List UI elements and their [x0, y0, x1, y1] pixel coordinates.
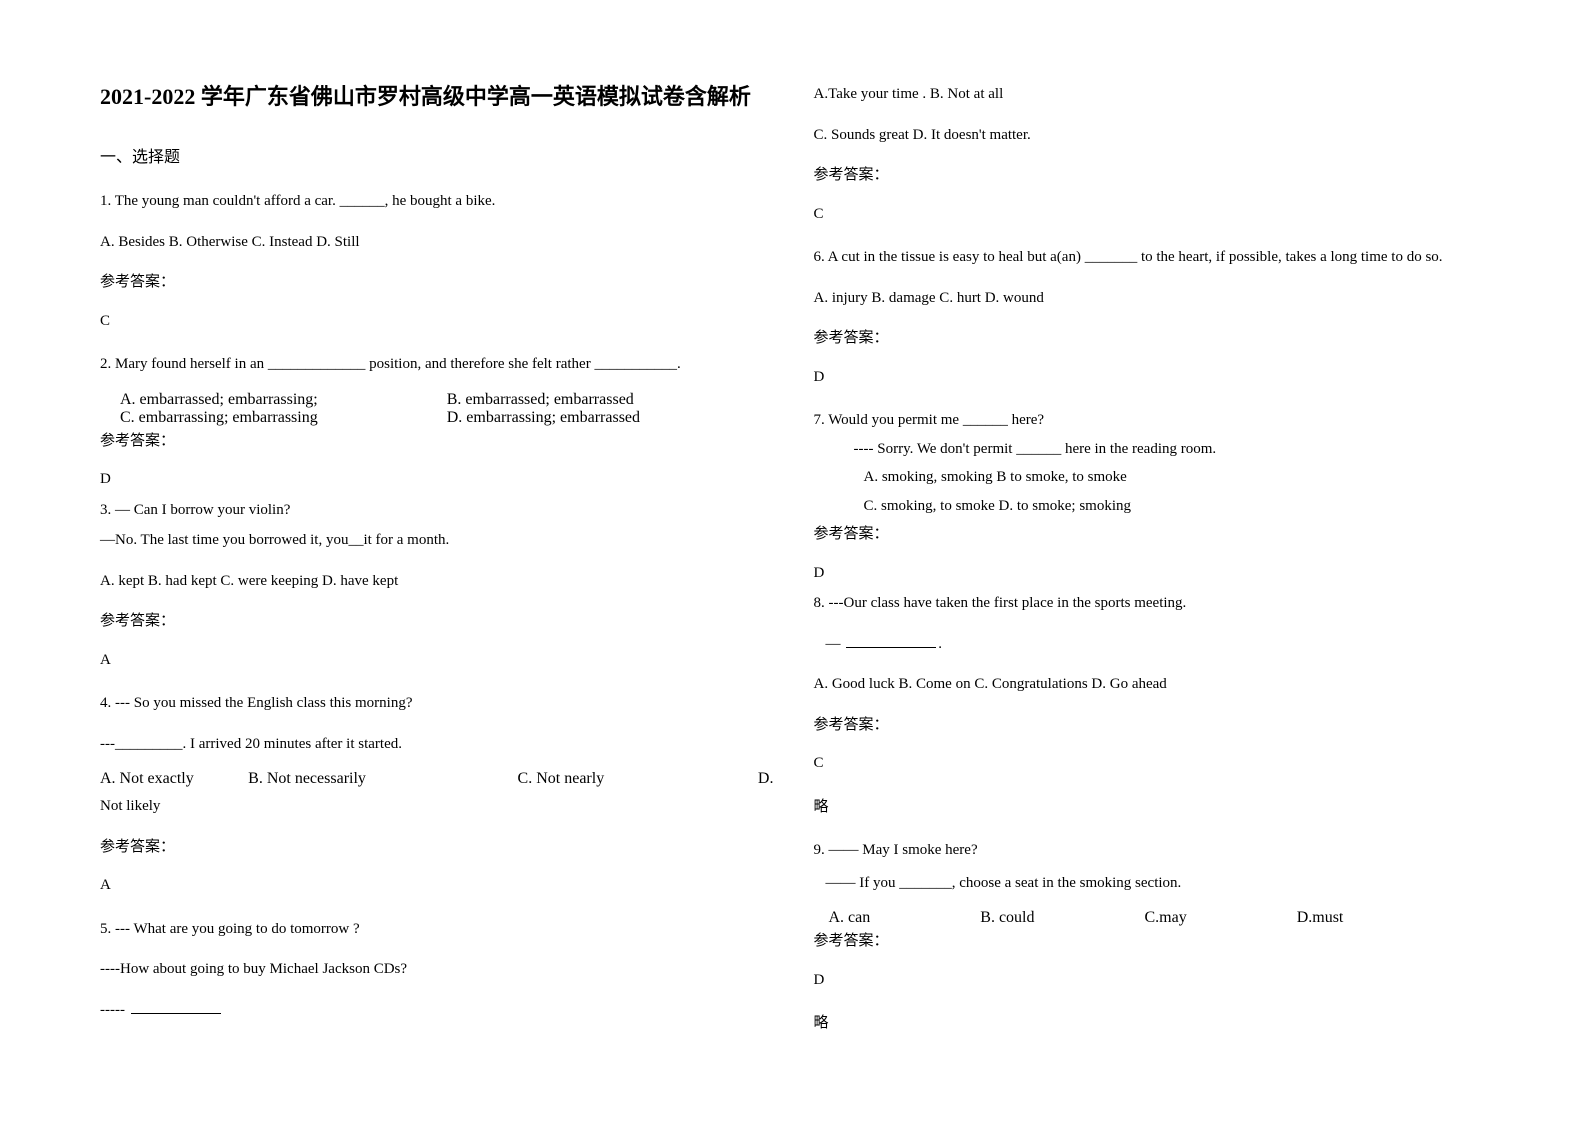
q2-opt-c: C. embarrassing; embarrassing: [120, 409, 447, 427]
answer-value-1: C: [100, 307, 774, 336]
q4-opt-d: Not likely: [100, 792, 774, 821]
q9-opt-a: A. can: [829, 909, 871, 927]
answer-label-1: 参考答案：: [100, 268, 774, 297]
question-9-line2: —— If you _______, choose a seat in the …: [814, 869, 1488, 898]
question-5-line2: ----How about going to buy Michael Jacks…: [100, 955, 774, 984]
question-1-text: 1. The young man couldn't afford a car. …: [100, 187, 774, 216]
answer-value-8: C: [814, 749, 1488, 778]
answer-value-6: D: [814, 363, 1488, 392]
document-title: 2021-2022 学年广东省佛山市罗村高级中学高一英语模拟试卷含解析: [100, 80, 774, 113]
answer-label-8: 参考答案：: [814, 711, 1488, 740]
q4-opt-b: B. Not necessarily: [248, 770, 517, 788]
q2-opt-b: B. embarrassed; embarrassed: [447, 391, 774, 409]
right-column: A.Take your time . B. Not at all C. Soun…: [814, 80, 1488, 1053]
q4-opt-a: A. Not exactly: [100, 770, 248, 788]
question-3-options: A. kept B. had kept C. were keeping D. h…: [100, 567, 774, 596]
question-2-options-row1: A. embarrassed; embarrassing; B. embarra…: [100, 391, 774, 409]
answer-label-2: 参考答案：: [100, 427, 774, 456]
answer-label-5: 参考答案：: [814, 161, 1488, 190]
answer-value-3: A: [100, 646, 774, 675]
question-3-line2: —No. The last time you borrowed it, you_…: [100, 526, 774, 555]
answer-label-7: 参考答案：: [814, 520, 1488, 549]
q4-opt-c: C. Not nearly: [518, 770, 720, 788]
section-heading: 一、选择题: [100, 143, 774, 167]
answer-value-5: C: [814, 200, 1488, 229]
question-3-line1: 3. — Can I borrow your violin?: [100, 496, 774, 525]
question-5-line3: -----: [100, 996, 774, 1025]
answer-label-3: 参考答案：: [100, 607, 774, 636]
answer-label-9: 参考答案：: [814, 927, 1488, 956]
question-9-line1: 9. —— May I smoke here?: [814, 836, 1488, 865]
answer-value-2: D: [100, 465, 774, 494]
question-7-line1: 7. Would you permit me ______ here?: [814, 406, 1488, 435]
question-7-line2: ---- Sorry. We don't permit ______ here …: [814, 435, 1488, 464]
question-5-line1: 5. --- What are you going to do tomorrow…: [100, 915, 774, 944]
answer-value-4: A: [100, 871, 774, 900]
question-8-line1: 8. ---Our class have taken the first pla…: [814, 589, 1488, 618]
question-5-options-line1: A.Take your time . B. Not at all: [814, 80, 1488, 109]
answer-label-6: 参考答案：: [814, 324, 1488, 353]
question-5-options-line2: C. Sounds great D. It doesn't matter.: [814, 121, 1488, 150]
question-4-line1: 4. --- So you missed the English class t…: [100, 689, 774, 718]
answer-label-4: 参考答案：: [100, 833, 774, 862]
answer-value-9: D: [814, 966, 1488, 995]
q2-opt-a: A. embarrassed; embarrassing;: [120, 391, 447, 409]
question-9-options: A. can B. could C.may D.must: [814, 909, 1488, 927]
skip-text-9: 略: [814, 1009, 1488, 1038]
q2-opt-d: D. embarrassing; embarrassed: [447, 409, 774, 427]
q9-opt-d: D.must: [1297, 909, 1344, 927]
question-1-options: A. Besides B. Otherwise C. Instead D. St…: [100, 228, 774, 257]
question-4-options: A. Not exactly B. Not necessarily C. Not…: [100, 770, 774, 788]
question-2-text: 2. Mary found herself in an ____________…: [100, 350, 774, 379]
q9-opt-b: B. could: [980, 909, 1034, 927]
question-6-options: A. injury B. damage C. hurt D. wound: [814, 284, 1488, 313]
q9-opt-c: C.may: [1144, 909, 1186, 927]
q4-opt-d-prefix: D.: [720, 770, 774, 788]
question-2-options-row2: C. embarrassing; embarrassing D. embarra…: [100, 409, 774, 427]
question-4-line2: ---_________. I arrived 20 minutes after…: [100, 730, 774, 759]
question-8-options: A. Good luck B. Come on C. Congratulatio…: [814, 670, 1488, 699]
question-7-options-line2: C. smoking, to smoke D. to smoke; smokin…: [814, 492, 1488, 521]
question-6-text: 6. A cut in the tissue is easy to heal b…: [814, 243, 1488, 272]
exam-page: 2021-2022 学年广东省佛山市罗村高级中学高一英语模拟试卷含解析 一、选择…: [100, 80, 1487, 1053]
skip-text-8: 略: [814, 793, 1488, 822]
question-7-options-line1: A. smoking, smoking B to smoke, to smoke: [814, 463, 1488, 492]
left-column: 2021-2022 学年广东省佛山市罗村高级中学高一英语模拟试卷含解析 一、选择…: [100, 80, 774, 1053]
answer-value-7: D: [814, 559, 1488, 588]
question-8-line2: — .: [814, 630, 1488, 659]
